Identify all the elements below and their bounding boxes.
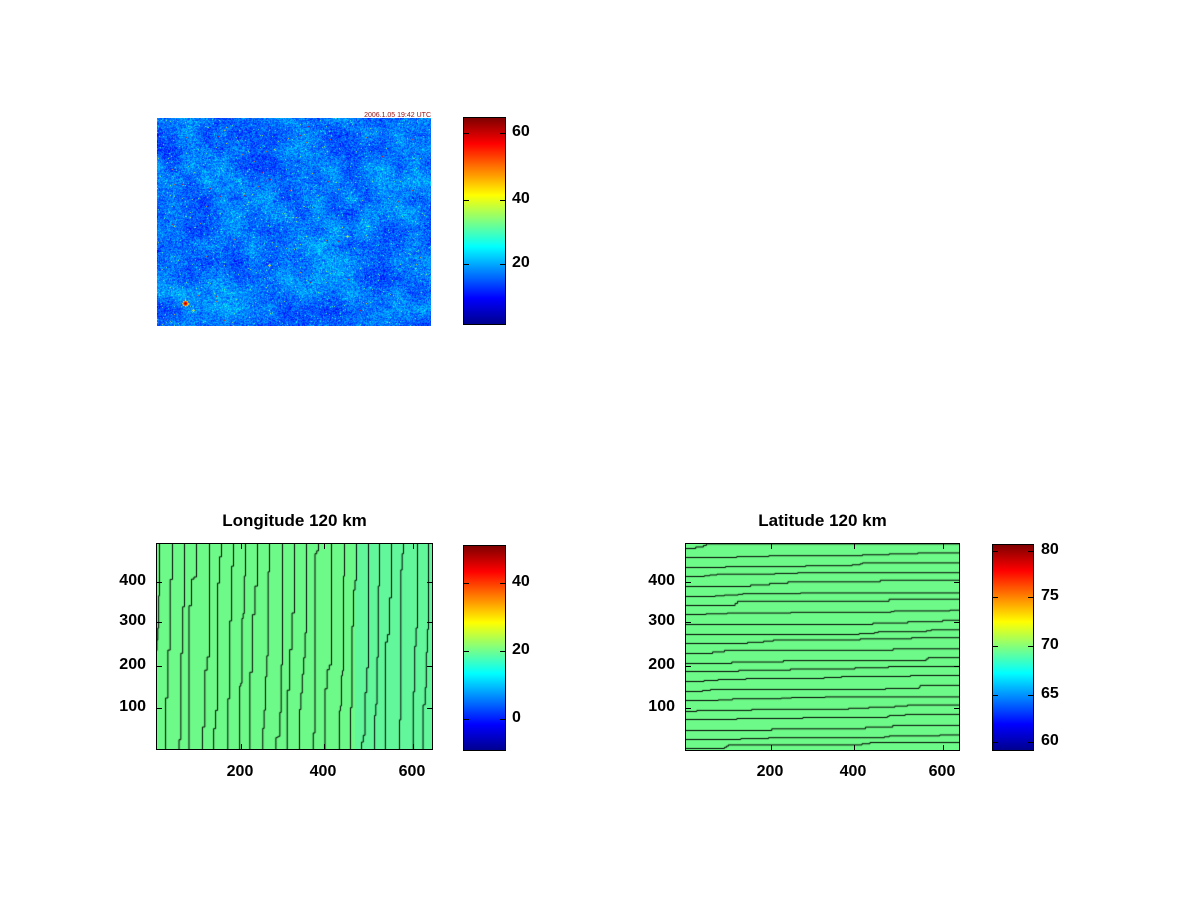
- colorbar-tick: [993, 695, 998, 696]
- colorbar-tick: [993, 742, 998, 743]
- colorbar-tick: [1028, 742, 1033, 743]
- axis-tick: [427, 666, 432, 667]
- axis-tick: [686, 582, 691, 583]
- colorbar-tick: [1028, 551, 1033, 552]
- colorbar-tick: [500, 200, 505, 201]
- colorbar-tick: [464, 583, 469, 584]
- axis-tick: [324, 744, 325, 749]
- colorbar-tick: [464, 719, 469, 720]
- colorbar-tick: [464, 200, 469, 201]
- y-tick-label: 200: [648, 656, 675, 673]
- axis-tick: [686, 666, 691, 667]
- axis-tick: [771, 544, 772, 549]
- axis-tick: [854, 745, 855, 750]
- longitude-colorbar: [463, 545, 506, 751]
- colorbar-tick: [1028, 695, 1033, 696]
- colorbar-tick: [500, 133, 505, 134]
- axis-tick: [954, 666, 959, 667]
- colorbar-tick-label: 75: [1041, 587, 1059, 604]
- axis-tick: [427, 622, 432, 623]
- colorbar-tick-label: 40: [512, 190, 530, 207]
- latitude-colorbar: [992, 544, 1034, 751]
- jet-gradient: [993, 545, 1033, 750]
- axis-tick: [686, 622, 691, 623]
- longitude-plot-title: Longitude 120 km: [222, 511, 367, 530]
- axis-tick: [427, 708, 432, 709]
- y-tick-label: 400: [648, 572, 675, 589]
- sar-image-canvas: [157, 118, 431, 326]
- axis-tick: [686, 708, 691, 709]
- jet-gradient: [464, 546, 505, 750]
- colorbar-tick: [500, 264, 505, 265]
- colorbar-tick: [1028, 646, 1033, 647]
- axis-tick: [241, 744, 242, 749]
- axis-tick: [771, 745, 772, 750]
- axis-tick: [954, 622, 959, 623]
- x-tick-label: 600: [928, 763, 956, 780]
- colorbar-tick: [464, 133, 469, 134]
- axis-tick: [943, 745, 944, 750]
- x-tick-label: 600: [398, 763, 426, 780]
- latitude-plot-title: Latitude 120 km: [758, 511, 887, 530]
- colorbar-tick: [1028, 597, 1033, 598]
- jet-gradient: [464, 118, 505, 324]
- y-tick-label: 100: [119, 698, 146, 715]
- y-tick-label: 200: [119, 656, 146, 673]
- y-tick-label: 300: [648, 612, 675, 629]
- colorbar-tick-label: 60: [1041, 732, 1059, 749]
- axis-tick: [157, 622, 162, 623]
- colorbar-tick-label: 20: [512, 254, 530, 271]
- colorbar-tick: [993, 551, 998, 552]
- x-tick-label: 400: [839, 763, 867, 780]
- axis-tick: [324, 544, 325, 549]
- y-tick-label: 300: [119, 612, 146, 629]
- y-tick-label: 400: [119, 572, 146, 589]
- axis-tick: [954, 708, 959, 709]
- x-tick-label: 400: [309, 763, 337, 780]
- axis-tick: [157, 666, 162, 667]
- axis-tick: [413, 744, 414, 749]
- axis-tick: [854, 544, 855, 549]
- colorbar-tick-label: 60: [512, 123, 530, 140]
- colorbar-tick: [993, 646, 998, 647]
- colorbar-tick-label: 40: [512, 573, 530, 590]
- colorbar-tick: [464, 651, 469, 652]
- x-tick-label: 200: [226, 763, 254, 780]
- latitude-plot-area: [685, 543, 960, 751]
- longitude-canvas: [157, 544, 432, 749]
- colorbar-tick: [500, 583, 505, 584]
- axis-tick: [157, 582, 162, 583]
- axis-tick: [943, 544, 944, 549]
- colorbar-tick: [500, 651, 505, 652]
- y-tick-label: 100: [648, 698, 675, 715]
- colorbar-tick-label: 0: [512, 709, 521, 726]
- axis-tick: [954, 582, 959, 583]
- axis-tick: [157, 708, 162, 709]
- colorbar-tick: [500, 719, 505, 720]
- colorbar-tick-label: 20: [512, 641, 530, 658]
- image-timestamp-overlay: 2006.1.05 19:42 UTC: [364, 112, 431, 119]
- colorbar-tick-label: 65: [1041, 685, 1059, 702]
- latitude-canvas: [686, 544, 959, 750]
- sar-colorbar: [463, 117, 506, 325]
- axis-tick: [413, 544, 414, 549]
- x-tick-label: 200: [756, 763, 784, 780]
- axis-tick: [427, 582, 432, 583]
- longitude-plot-area: [156, 543, 433, 750]
- colorbar-tick: [993, 597, 998, 598]
- axis-tick: [241, 544, 242, 549]
- colorbar-tick-label: 80: [1041, 541, 1059, 558]
- colorbar-tick-label: 70: [1041, 636, 1059, 653]
- colorbar-tick: [464, 264, 469, 265]
